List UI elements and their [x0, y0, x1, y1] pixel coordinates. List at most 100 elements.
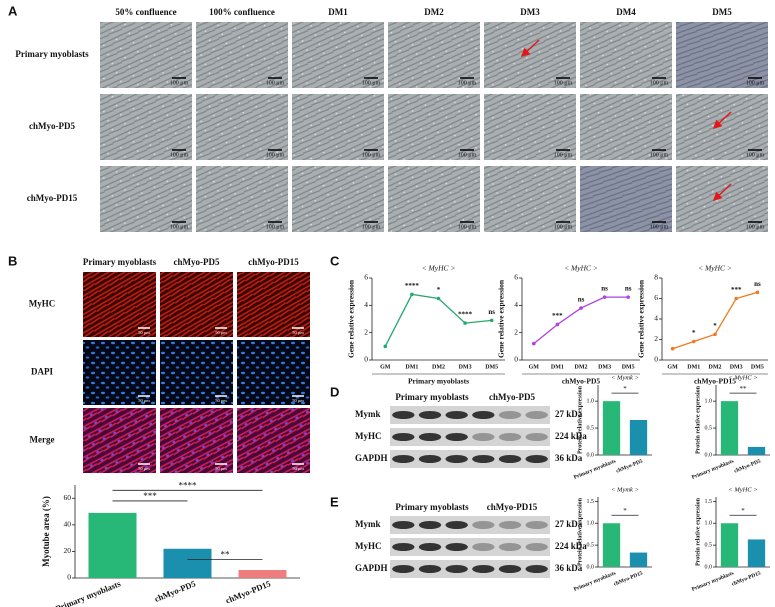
- micrograph: [292, 22, 384, 88]
- row-label: GAPDH: [355, 453, 388, 463]
- y-tick-label: 1.0: [587, 399, 595, 405]
- size-label: 27 kDa: [555, 519, 583, 529]
- scale-bar-label: 100 μm: [746, 152, 765, 158]
- scale-bar-label: 100 μm: [554, 80, 573, 86]
- micrograph: [388, 22, 480, 88]
- micrograph: [237, 408, 310, 473]
- band: [525, 521, 548, 529]
- bar: [720, 401, 739, 455]
- band: [418, 433, 442, 441]
- micrograph: [580, 166, 672, 232]
- scale-bar-label: 100 μm: [458, 224, 477, 230]
- row-label: Mymk: [355, 519, 381, 529]
- bar: [747, 446, 766, 455]
- y-axis-label: Protein relative expression: [695, 497, 701, 566]
- bar: [88, 512, 137, 578]
- significance-label: *: [692, 329, 696, 337]
- micrograph: [580, 22, 672, 88]
- column-header: DM2: [424, 7, 444, 17]
- y-axis-label: Gene relative expression: [637, 279, 646, 358]
- y-tick-label: 0: [654, 355, 658, 364]
- band: [472, 455, 495, 463]
- scale-bar-label: 100 μm: [650, 152, 669, 158]
- point: [410, 292, 414, 297]
- column-header: DM5: [712, 7, 732, 17]
- arrow: [712, 111, 732, 130]
- line: [672, 291, 758, 350]
- micrograph: [237, 272, 310, 337]
- x-tick-label: GM: [380, 364, 391, 370]
- y-axis-label: Protein relative expression: [577, 385, 583, 454]
- band: [525, 455, 548, 463]
- y-axis-label: Protein relative expression: [695, 385, 701, 454]
- row-label: MyHC: [29, 299, 56, 309]
- y-tick-label: 0.0: [705, 452, 713, 458]
- scale-bar-label: 100 μm: [266, 80, 285, 86]
- x-tick-label: DM1: [551, 364, 564, 370]
- y-tick-label: 40: [64, 520, 72, 529]
- size-label: 224 kDa: [555, 541, 587, 551]
- line: [384, 293, 492, 347]
- scale-bar-label: 50 μm: [215, 330, 227, 335]
- row-label: chMyo-PD15: [27, 193, 78, 203]
- band: [472, 521, 495, 529]
- significance-label: **: [221, 549, 231, 559]
- band: [445, 521, 468, 529]
- significance-label: ns: [625, 285, 632, 293]
- scale-bar-label: 100 μm: [266, 224, 285, 230]
- row-label: DAPI: [31, 367, 53, 377]
- micrograph: [160, 340, 233, 405]
- row-label: GAPDH: [355, 563, 388, 573]
- micrograph: [83, 272, 156, 337]
- significance-label: ns: [488, 308, 495, 316]
- lane-group: Primary myoblasts: [395, 392, 469, 402]
- lane-group: chMyo-PD5: [489, 392, 535, 402]
- x-tick-label: Primary myoblasts: [691, 458, 735, 480]
- band: [392, 433, 415, 441]
- x-tick-label: GM: [529, 364, 540, 370]
- band: [392, 411, 415, 419]
- band: [418, 543, 442, 551]
- micrograph: [160, 408, 233, 473]
- micrograph: [484, 166, 576, 232]
- point: [626, 295, 630, 299]
- micrograph: [292, 166, 384, 232]
- micrograph: [160, 272, 233, 337]
- x-tick-label: DM2: [709, 364, 722, 370]
- bar: [747, 539, 766, 567]
- scale-bar-label: 50 μm: [292, 398, 304, 403]
- axis: [521, 278, 640, 361]
- x-tick-label: chMyo-PD5: [615, 458, 644, 474]
- y-tick-label: 1.5: [705, 499, 713, 505]
- row-label: Merge: [30, 435, 55, 445]
- band: [472, 433, 495, 441]
- band: [498, 543, 522, 551]
- blot-strip: [390, 538, 550, 556]
- x-axis-label: chMyo-PD15: [694, 377, 736, 386]
- significance-label: ns: [754, 280, 761, 288]
- significance-label: ***: [731, 286, 742, 294]
- x-tick-label: chMyo-PD15: [224, 578, 272, 605]
- scale-bar-label: 50 μm: [292, 330, 304, 335]
- x-axis-label: chMyo-PD5: [562, 377, 601, 386]
- scale-bar-label: 50 μm: [215, 398, 227, 403]
- column-header: chMyo-PD15: [248, 257, 299, 267]
- significance-label: ****: [179, 480, 198, 490]
- y-tick-label: 1.0: [705, 399, 713, 405]
- significance-label: *: [741, 507, 745, 515]
- blot-strip: [390, 450, 550, 468]
- column-header: DM4: [616, 7, 636, 17]
- point: [602, 295, 607, 299]
- chart-title: < MyHC >: [564, 264, 598, 273]
- x-tick-label: DM1: [687, 364, 700, 370]
- band: [445, 543, 468, 551]
- band: [498, 455, 522, 463]
- y-tick-label: 1.0: [705, 521, 713, 527]
- point: [755, 290, 760, 295]
- micrograph: [83, 340, 156, 405]
- band: [498, 411, 522, 419]
- band: [418, 565, 442, 573]
- y-tick-label: 6: [364, 273, 368, 282]
- scale-bar-label: 100 μm: [362, 224, 381, 230]
